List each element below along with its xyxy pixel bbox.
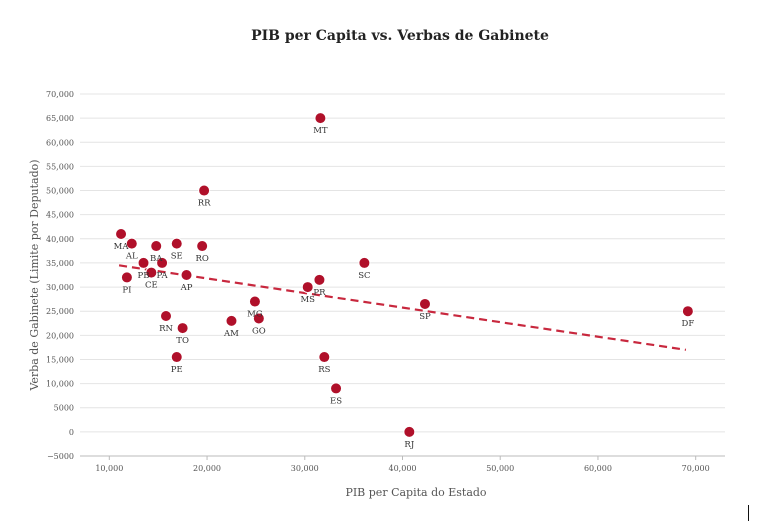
point-label-mt: MT: [313, 126, 328, 136]
data-point-mt: [314, 112, 327, 125]
point-label-es: ES: [330, 396, 342, 406]
trendline: [118, 264, 687, 351]
point-label-pi: PI: [122, 285, 131, 295]
y-tick-label: 65,000: [46, 114, 74, 123]
point-label-ro: RO: [195, 254, 208, 264]
point-label-mg: MG: [247, 310, 263, 320]
data-point-pr: [313, 273, 326, 286]
data-point-go: [252, 312, 265, 325]
point-label-am: AM: [223, 329, 239, 339]
text-cursor: [748, 505, 749, 521]
point-label-pr: PR: [313, 288, 326, 298]
y-tick-label: 40,000: [46, 235, 74, 244]
point-label-ma: MA: [114, 242, 130, 252]
y-tick-label: 45,000: [46, 211, 74, 220]
point-label-df: DF: [682, 319, 695, 329]
point-label-pa: PA: [157, 271, 169, 281]
axes: [80, 455, 725, 460]
data-point-df: [681, 305, 694, 318]
data-point-es: [330, 382, 343, 395]
y-tick-label: −5000: [47, 452, 74, 461]
point-label-rj: RJ: [404, 440, 414, 450]
point-label-to: TO: [176, 336, 189, 346]
data-point-pi: [120, 271, 133, 284]
data-point-rn: [160, 310, 172, 323]
x-tick-label: 10,000: [95, 464, 123, 473]
gridlines: [80, 93, 725, 457]
point-label-rn: RN: [159, 324, 173, 334]
data-point-pa: [156, 256, 169, 269]
data-point-ma: [115, 227, 128, 240]
y-tick-label: 15,000: [46, 355, 74, 364]
y-tick-label: 70,000: [46, 90, 74, 99]
x-tick-label: 60,000: [584, 464, 612, 473]
data-point-ms: [301, 281, 314, 294]
y-tick-label: 30,000: [46, 283, 74, 292]
y-tick-label: 35,000: [46, 259, 74, 268]
y-tick-label: 0: [69, 428, 74, 437]
point-label-pe: PE: [171, 365, 183, 375]
y-tick-label: 20,000: [46, 331, 74, 340]
point-label-ap: AP: [180, 283, 193, 293]
point-label-sc: SC: [358, 271, 370, 281]
point-label-ce: CE: [145, 281, 158, 291]
point-label-rs: RS: [318, 365, 330, 375]
y-tick-label: 10,000: [46, 380, 74, 389]
data-point-ba: [150, 240, 163, 253]
data-point-pb: [137, 256, 150, 269]
point-label-ms: MS: [300, 295, 315, 305]
x-tick-label: 30,000: [291, 464, 319, 473]
x-tick-label: 70,000: [682, 464, 710, 473]
x-tick-label: 40,000: [389, 464, 417, 473]
y-tick-label: 60,000: [46, 138, 74, 147]
point-label-rr: RR: [198, 199, 211, 209]
y-tick-label: 5000: [54, 404, 74, 413]
data-point-pe: [170, 351, 183, 364]
data-point-sc: [358, 256, 371, 269]
x-tick-label: 20,000: [193, 464, 221, 473]
point-label-ba: BA: [150, 254, 163, 264]
data-point-to: [176, 322, 189, 335]
point-label-al: AL: [125, 252, 138, 262]
data-point-se: [170, 237, 183, 250]
y-axis-label: Verba de Gabinete (Limite por Deputado): [28, 159, 41, 391]
data-point-ap: [180, 269, 193, 281]
data-point-mg: [248, 295, 261, 308]
x-tick-label: 50,000: [486, 464, 514, 473]
trendline-group: [118, 264, 687, 351]
point-label-go: GO: [252, 326, 266, 336]
point-label-se: SE: [171, 252, 183, 262]
y-tick-label: 50,000: [46, 187, 74, 196]
data-point-ce: [145, 266, 158, 279]
data-point-al: [125, 237, 138, 250]
y-tick-label: 25,000: [46, 307, 74, 316]
point-label-pb: PB: [138, 271, 150, 281]
chart-title: PIB per Capita vs. Verbas de Gabinete: [251, 28, 549, 44]
data-point-sp: [418, 297, 431, 310]
y-tick-labels: −5000 0 5000 10,000 15,000 20,000 25,000 30,000…: [46, 90, 74, 461]
point-label-sp: SP: [419, 312, 431, 322]
data-point-rj: [403, 425, 416, 438]
data-point-rr: [198, 184, 211, 197]
data-point-ro: [196, 240, 209, 253]
x-tick-labels: 10,000 20,000 30,000 40,000 50,000 60,000 70,0…: [95, 464, 709, 473]
data-points: [115, 112, 694, 438]
data-point-rs: [318, 351, 331, 364]
y-tick-label: 55,000: [46, 162, 74, 171]
x-axis-label: PIB per Capita do Estado: [345, 486, 486, 499]
data-point-am: [225, 314, 238, 327]
